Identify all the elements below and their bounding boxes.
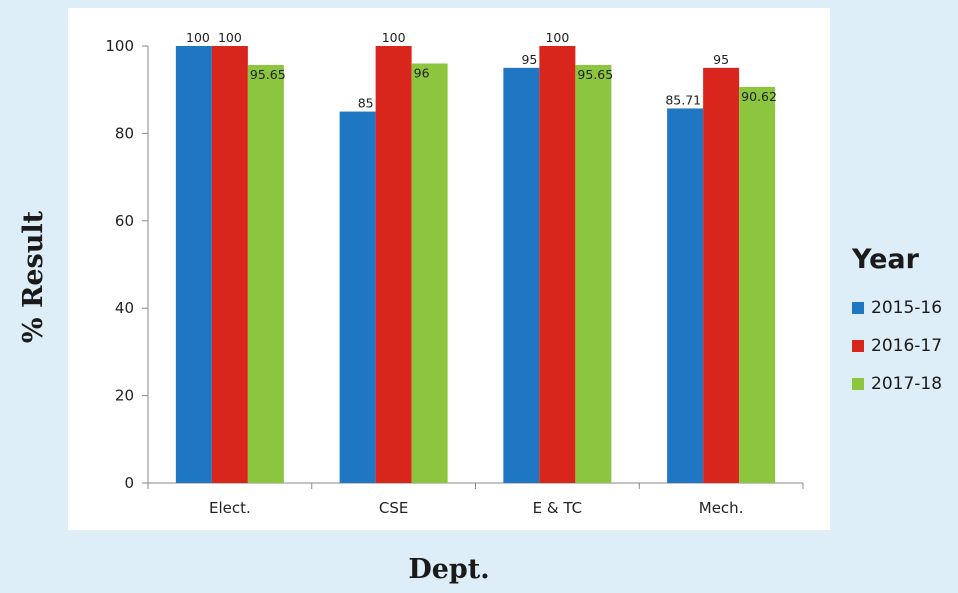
y-axis-title: % Result (18, 210, 49, 343)
x-tick-label: CSE (379, 499, 408, 517)
bar (375, 46, 412, 483)
x-tick-label: E & TC (533, 499, 582, 517)
bar (503, 67, 540, 483)
x-tick-label: Elect. (209, 499, 251, 517)
bar (247, 65, 284, 484)
bar (667, 108, 704, 483)
data-label: 100 (186, 30, 210, 45)
bar (211, 46, 248, 483)
legend-swatch (852, 378, 864, 390)
data-label: 85 (358, 96, 374, 111)
y-tick-label: 20 (115, 387, 134, 405)
bar (739, 86, 776, 483)
data-label: 90.62 (741, 89, 777, 104)
y-tick-label: 60 (115, 212, 134, 230)
y-tick-label: 40 (115, 299, 134, 317)
data-labels: 100 100 95.65 85 100 96 95 100 95.65 85.71 95 90.62 (186, 30, 777, 111)
legend-item-label: 2016-17 (871, 336, 942, 356)
bar (703, 67, 740, 483)
data-label: 95.65 (250, 67, 286, 82)
bars (175, 46, 776, 484)
data-label: 100 (545, 30, 569, 45)
legend-title: Year (851, 244, 920, 275)
x-tick-label: Mech. (699, 499, 744, 517)
legend-swatch (852, 340, 864, 352)
category-labels: Elect. CSE E & TC Mech. (209, 499, 743, 517)
bar (339, 111, 376, 484)
data-label: 96 (414, 65, 430, 80)
y-tick-label: 100 (105, 37, 134, 55)
data-label: 100 (218, 30, 242, 45)
bar (411, 63, 448, 483)
legend-item-label: 2015-16 (871, 298, 942, 318)
bar (175, 46, 212, 483)
legend-swatch (852, 302, 864, 314)
y-tick-label: 80 (115, 124, 134, 142)
tick-labels: 0 20 40 60 80 100 (105, 37, 134, 492)
x-axis-title: Dept. (408, 554, 489, 585)
data-label: 100 (382, 30, 406, 45)
legend: Year 2015-16 2016-17 2017-18 (851, 244, 942, 394)
y-tick-label: 0 (124, 474, 134, 492)
legend-item-label: 2017-18 (871, 374, 942, 394)
bar (539, 46, 576, 483)
data-label: 85.71 (665, 92, 701, 107)
data-label: 95 (521, 52, 537, 67)
data-label: 95 (713, 52, 729, 67)
bar (575, 65, 612, 484)
data-label: 95.65 (577, 67, 613, 82)
